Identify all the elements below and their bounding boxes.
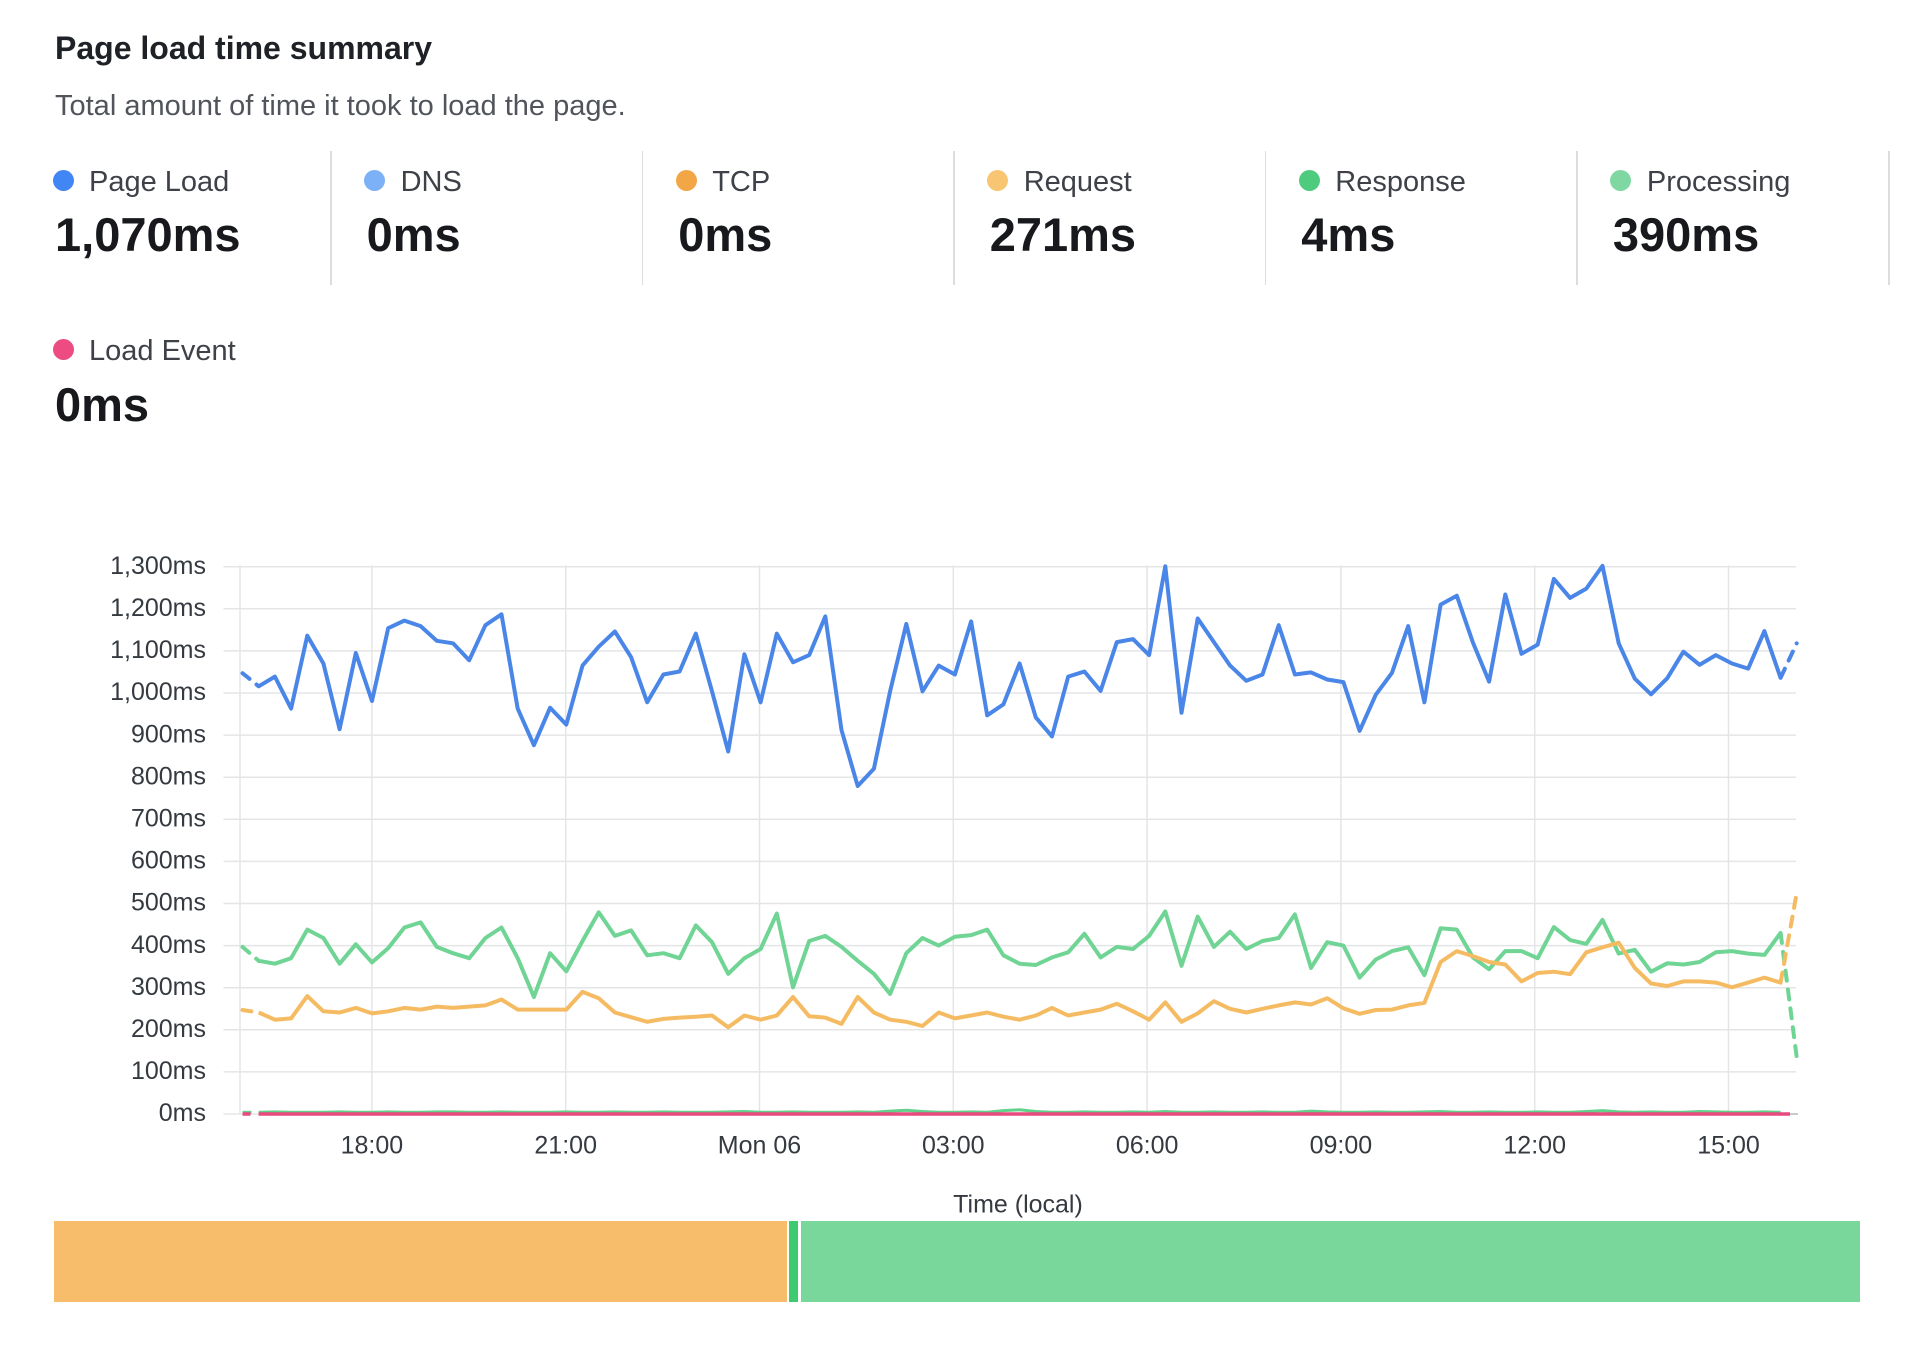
svg-text:200ms: 200ms bbox=[131, 1015, 206, 1043]
svg-text:300ms: 300ms bbox=[131, 973, 206, 1001]
svg-text:03:00: 03:00 bbox=[922, 1132, 985, 1160]
svg-text:12:00: 12:00 bbox=[1503, 1132, 1566, 1160]
svg-text:06:00: 06:00 bbox=[1116, 1132, 1179, 1160]
svg-text:700ms: 700ms bbox=[131, 805, 206, 833]
svg-text:21:00: 21:00 bbox=[534, 1132, 597, 1160]
svg-text:500ms: 500ms bbox=[131, 889, 206, 917]
svg-text:800ms: 800ms bbox=[131, 762, 206, 790]
svg-text:15:00: 15:00 bbox=[1697, 1132, 1760, 1160]
svg-text:Mon 06: Mon 06 bbox=[718, 1132, 801, 1160]
svg-text:100ms: 100ms bbox=[131, 1057, 206, 1085]
svg-text:Time (local): Time (local) bbox=[953, 1191, 1083, 1219]
svg-text:400ms: 400ms bbox=[131, 931, 206, 959]
svg-text:1,200ms: 1,200ms bbox=[110, 594, 206, 622]
svg-text:18:00: 18:00 bbox=[341, 1132, 404, 1160]
svg-text:600ms: 600ms bbox=[131, 847, 206, 875]
svg-text:09:00: 09:00 bbox=[1310, 1132, 1373, 1160]
svg-text:900ms: 900ms bbox=[131, 720, 206, 748]
svg-text:1,300ms: 1,300ms bbox=[110, 552, 206, 580]
svg-text:1,100ms: 1,100ms bbox=[110, 636, 206, 664]
svg-text:0ms: 0ms bbox=[159, 1099, 206, 1127]
svg-text:1,000ms: 1,000ms bbox=[110, 678, 206, 706]
